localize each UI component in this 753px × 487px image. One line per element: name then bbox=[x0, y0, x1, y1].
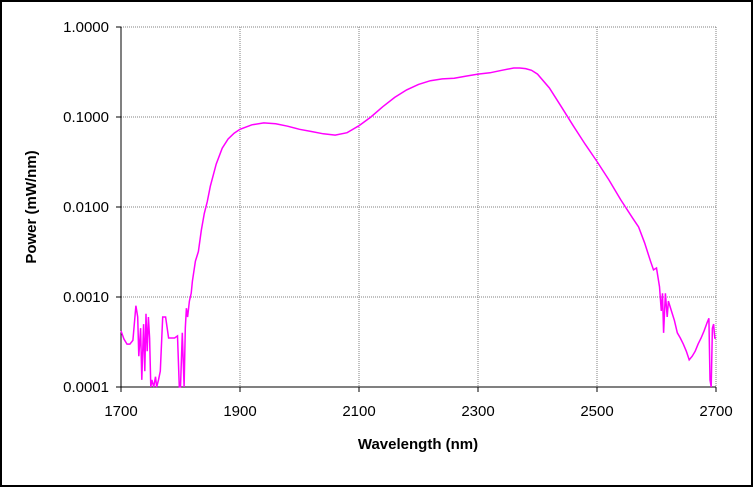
y-tick-label: 0.0001 bbox=[63, 379, 109, 396]
y-axis-title: Power (mW/nm) bbox=[23, 150, 40, 263]
x-tick-label: 2500 bbox=[580, 403, 613, 420]
x-tick-label: 2700 bbox=[699, 403, 732, 420]
x-tick-label: 2100 bbox=[342, 403, 375, 420]
y-tick-labels: 1.0000 0.1000 0.0100 0.0010 0.0001 bbox=[63, 19, 109, 396]
x-axis-title: Wavelength (nm) bbox=[358, 436, 478, 453]
y-tick-label: 0.0010 bbox=[63, 289, 109, 306]
y-tick-label: 0.0100 bbox=[63, 199, 109, 216]
series-line bbox=[120, 67, 716, 388]
x-tick-label: 1900 bbox=[223, 403, 256, 420]
y-tick-label: 0.1000 bbox=[63, 109, 109, 126]
gridlines bbox=[121, 26, 717, 387]
plot-area bbox=[121, 27, 716, 387]
x-tick-labels: 1700 1900 2100 2300 2500 2700 bbox=[104, 403, 732, 420]
x-tick-label: 2300 bbox=[461, 403, 494, 420]
y-tick-label: 1.0000 bbox=[63, 19, 109, 36]
x-tick-label: 1700 bbox=[104, 403, 137, 420]
axis-ticks bbox=[116, 26, 717, 392]
